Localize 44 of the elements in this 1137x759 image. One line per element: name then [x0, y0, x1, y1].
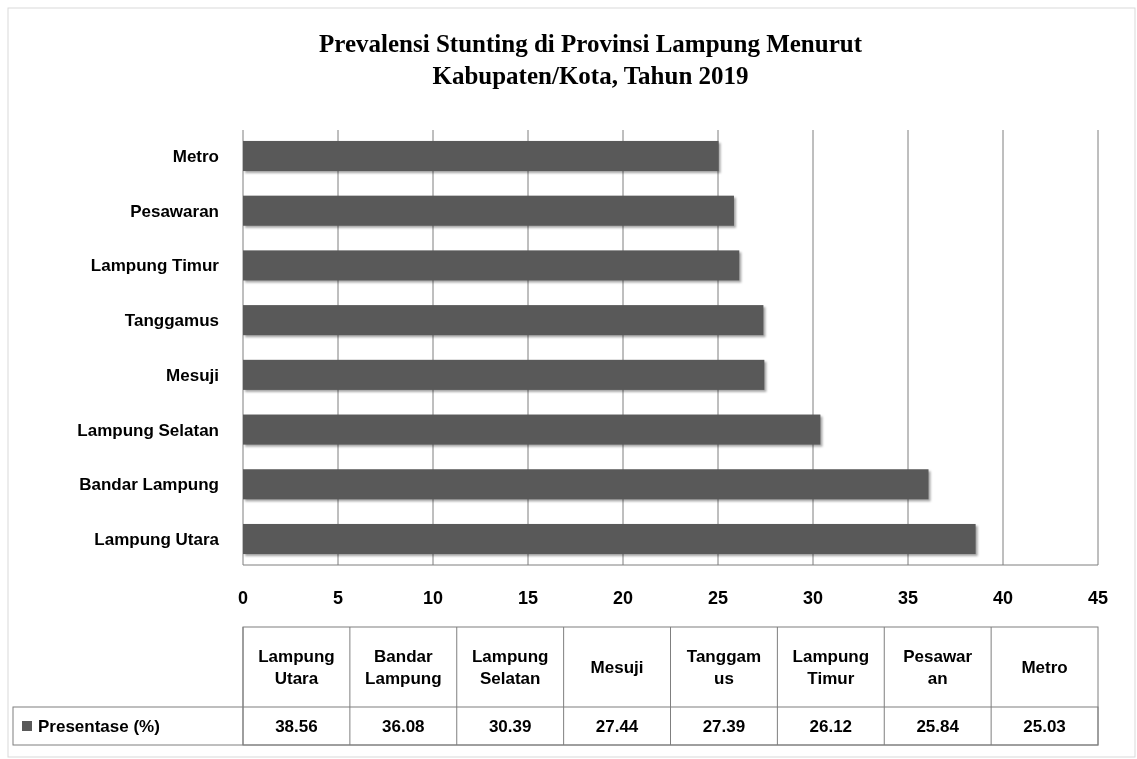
text: 27.39 — [702, 717, 746, 736]
text: Pesawar an — [903, 647, 973, 688]
bar — [243, 469, 929, 500]
bar — [243, 523, 976, 555]
y-tick-label: Tanggamus — [124, 311, 219, 331]
text: 38.56 — [275, 717, 318, 736]
y-tick-label: Mesuji — [166, 365, 219, 385]
x-tick-label: 10 — [422, 588, 444, 608]
bar — [243, 140, 719, 172]
bar — [243, 195, 734, 226]
x-tick-label: 0 — [237, 588, 249, 608]
x-tick-label: 5 — [332, 588, 344, 608]
y-tick-label: Lampung Selatan — [77, 420, 219, 440]
bar — [243, 305, 764, 336]
y-tick-label: Lampung Utara — [94, 530, 220, 550]
y-tick-label: Lampung Timur — [90, 256, 220, 276]
bar — [243, 250, 740, 281]
text: Lampung Timur — [792, 647, 870, 688]
y-tick-label: Metro — [172, 146, 219, 166]
text: Mesuji — [590, 658, 644, 677]
legend-label: Presentase (%) — [38, 717, 160, 736]
bar — [243, 414, 821, 445]
text: Metro — [1021, 658, 1068, 677]
x-tick-label: 20 — [612, 588, 634, 608]
bar — [243, 359, 765, 390]
chart-title: Prevalensi Stunting di Provinsi Lampung Menurut Kabupaten/Kota, Tahun 2019 — [319, 30, 863, 89]
x-tick-label: 25 — [707, 588, 729, 608]
text: Lampung Selatan — [471, 647, 549, 688]
x-tick-label: 30 — [802, 588, 824, 608]
text: Bandar Lampung — [365, 647, 442, 688]
y-tick-label: Pesawaran — [130, 201, 219, 221]
x-tick-label: 35 — [897, 588, 919, 608]
text: 36.08 — [382, 717, 425, 736]
text: Tanggam us — [686, 647, 762, 688]
text: 26.12 — [809, 717, 853, 736]
x-tick-label: 40 — [992, 588, 1014, 608]
y-tick-label: Bandar Lampung — [79, 475, 219, 495]
text: 30.39 — [488, 717, 532, 736]
text: 27.44 — [595, 717, 639, 736]
text: 25.03 — [1023, 717, 1066, 736]
x-tick-label: 15 — [517, 588, 539, 608]
text: Lampung Utara — [258, 647, 335, 688]
text: 25.84 — [916, 717, 960, 736]
x-tick-label: 45 — [1087, 588, 1109, 608]
